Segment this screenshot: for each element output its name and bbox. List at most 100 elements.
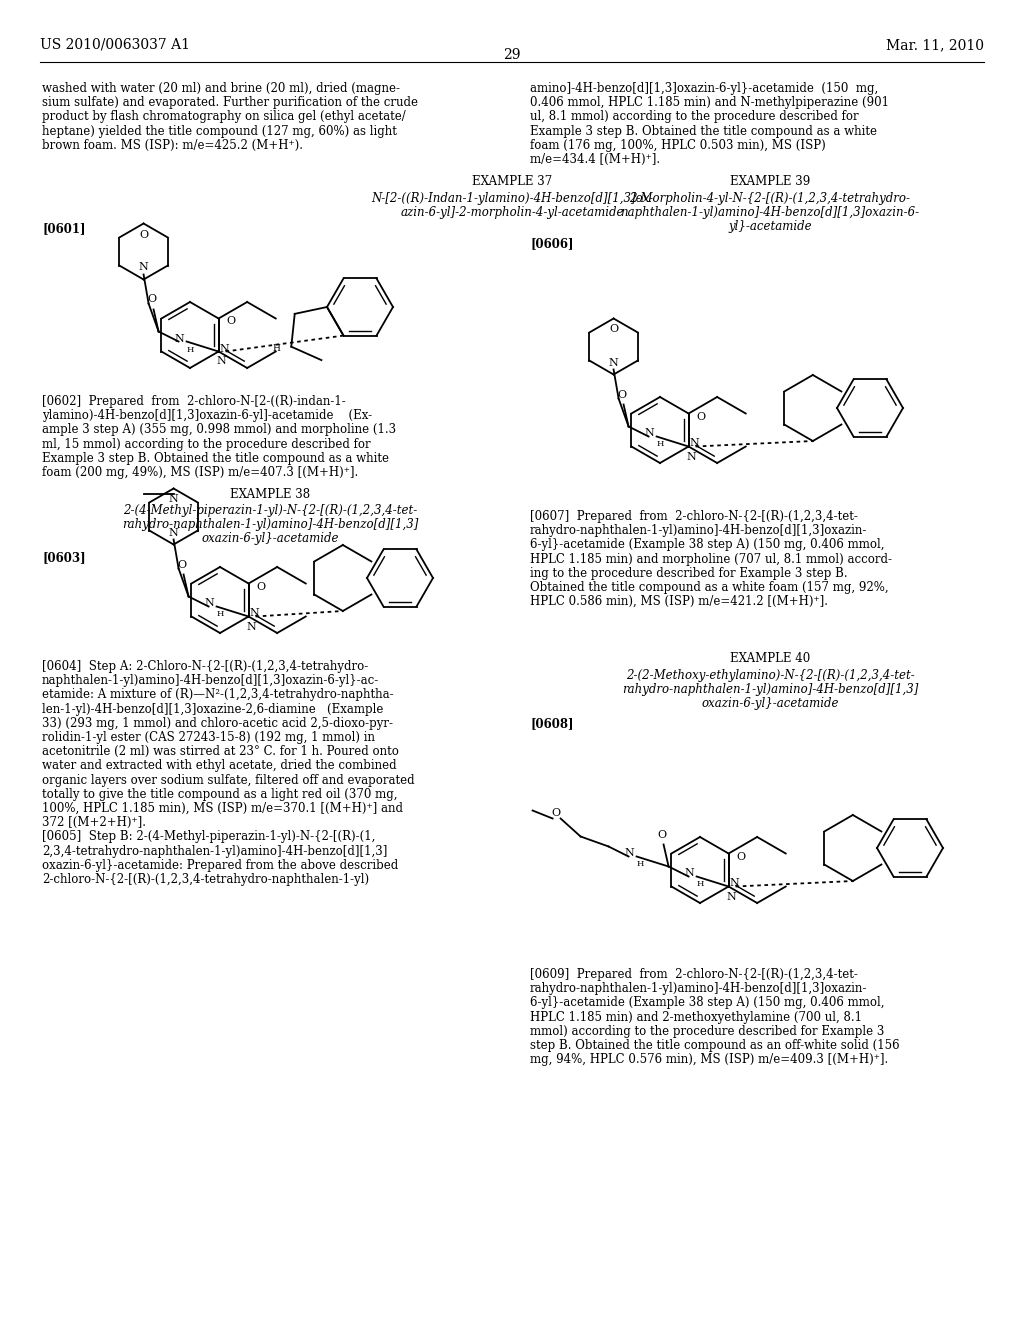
Text: N: N — [730, 879, 739, 888]
Text: naphthalen-1-yl)amino]-4H-benzo[d][1,3]oxazin-6-yl}-ac-: naphthalen-1-yl)amino]-4H-benzo[d][1,3]o… — [42, 675, 379, 688]
Text: mg, 94%, HPLC 0.576 min), MS (ISP) m/e=409.3 [(M+H)⁺].: mg, 94%, HPLC 0.576 min), MS (ISP) m/e=4… — [530, 1053, 888, 1067]
Text: N: N — [169, 528, 178, 537]
Text: EXAMPLE 38: EXAMPLE 38 — [230, 488, 310, 502]
Text: foam (176 mg, 100%, HPLC 0.503 min), MS (ISP): foam (176 mg, 100%, HPLC 0.503 min), MS … — [530, 139, 825, 152]
Text: Mar. 11, 2010: Mar. 11, 2010 — [886, 38, 984, 51]
Text: H: H — [187, 346, 195, 354]
Text: 2,3,4-tetrahydro-naphthalen-1-yl)amino]-4H-benzo[d][1,3]: 2,3,4-tetrahydro-naphthalen-1-yl)amino]-… — [42, 845, 387, 858]
Text: ample 3 step A) (355 mg, 0.998 mmol) and morpholine (1.3: ample 3 step A) (355 mg, 0.998 mmol) and… — [42, 424, 396, 437]
Text: oxazin-6-yl}-acetamide: oxazin-6-yl}-acetamide — [701, 697, 839, 710]
Text: [0604]  Step A: 2-Chloro-N-{2-[(R)-(1,2,3,4-tetrahydro-: [0604] Step A: 2-Chloro-N-{2-[(R)-(1,2,3… — [42, 660, 369, 673]
Text: [0605]  Step B: 2-(4-Methyl-piperazin-1-yl)-N-{2-[(R)-(1,: [0605] Step B: 2-(4-Methyl-piperazin-1-y… — [42, 830, 376, 843]
Text: O: O — [256, 582, 265, 591]
Text: ing to the procedure described for Example 3 step B.: ing to the procedure described for Examp… — [530, 566, 848, 579]
Text: US 2010/0063037 A1: US 2010/0063037 A1 — [40, 38, 190, 51]
Text: 2-(4-Methyl-piperazin-1-yl)-N-{2-[(R)-(1,2,3,4-tet-: 2-(4-Methyl-piperazin-1-yl)-N-{2-[(R)-(1… — [123, 504, 417, 517]
Text: N: N — [608, 358, 618, 367]
Text: Obtained the title compound as a white foam (157 mg, 92%,: Obtained the title compound as a white f… — [530, 581, 889, 594]
Text: HPLC 1.185 min) and morpholine (707 ul, 8.1 mmol) accord-: HPLC 1.185 min) and morpholine (707 ul, … — [530, 553, 892, 565]
Text: step B. Obtained the title compound as an off-white solid (156: step B. Obtained the title compound as a… — [530, 1039, 900, 1052]
Text: N: N — [687, 451, 696, 462]
Text: N-[2-((R)-Indan-1-ylamino)-4H-benzo[d][1,3]ox-: N-[2-((R)-Indan-1-ylamino)-4H-benzo[d][1… — [371, 191, 653, 205]
Text: H: H — [656, 441, 665, 449]
Text: naphthalen-1-yl)amino]-4H-benzo[d][1,3]oxazin-6-: naphthalen-1-yl)amino]-4H-benzo[d][1,3]o… — [621, 206, 920, 219]
Text: etamide: A mixture of (R)—N²-(1,2,3,4-tetrahydro-naphtha-: etamide: A mixture of (R)—N²-(1,2,3,4-te… — [42, 689, 393, 701]
Text: O: O — [657, 829, 667, 840]
Text: 100%, HPLC 1.185 min), MS (ISP) m/e=370.1 [(M+H)⁺] and: 100%, HPLC 1.185 min), MS (ISP) m/e=370.… — [42, 803, 403, 814]
Text: organic layers over sodium sulfate, filtered off and evaporated: organic layers over sodium sulfate, filt… — [42, 774, 415, 787]
Text: O: O — [617, 389, 626, 400]
Text: ul, 8.1 mmol) according to the procedure described for: ul, 8.1 mmol) according to the procedure… — [530, 111, 859, 123]
Text: len-1-yl)-4H-benzo[d][1,3]oxazine-2,6-diamine   (Example: len-1-yl)-4H-benzo[d][1,3]oxazine-2,6-di… — [42, 702, 383, 715]
Text: ylamino)-4H-benzo[d][1,3]oxazin-6-yl]-acetamide    (Ex-: ylamino)-4H-benzo[d][1,3]oxazin-6-yl]-ac… — [42, 409, 372, 422]
Text: 372 [(M+2+H)⁺].: 372 [(M+2+H)⁺]. — [42, 816, 146, 829]
Text: N: N — [727, 891, 736, 902]
Text: 6-yl}-acetamide (Example 38 step A) (150 mg, 0.406 mmol,: 6-yl}-acetamide (Example 38 step A) (150… — [530, 997, 885, 1010]
Text: totally to give the title compound as a light red oil (370 mg,: totally to give the title compound as a … — [42, 788, 397, 801]
Text: [0601]: [0601] — [42, 222, 85, 235]
Text: foam (200 mg, 49%), MS (ISP) m/e=407.3 [(M+H)⁺].: foam (200 mg, 49%), MS (ISP) m/e=407.3 [… — [42, 466, 358, 479]
Text: N: N — [685, 869, 694, 879]
Text: N: N — [645, 429, 654, 438]
Text: mmol) according to the procedure described for Example 3: mmol) according to the procedure describ… — [530, 1024, 885, 1038]
Text: rolidin-1-yl ester (CAS 27243-15-8) (192 mg, 1 mmol) in: rolidin-1-yl ester (CAS 27243-15-8) (192… — [42, 731, 375, 744]
Text: 2-(2-Methoxy-ethylamino)-N-{2-[(R)-(1,2,3,4-tet-: 2-(2-Methoxy-ethylamino)-N-{2-[(R)-(1,2,… — [626, 669, 914, 682]
Text: oxazin-6-yl}-acetamide: Prepared from the above described: oxazin-6-yl}-acetamide: Prepared from th… — [42, 859, 398, 871]
Text: 2-Morpholin-4-yl-N-{2-[(R)-(1,2,3,4-tetrahydro-: 2-Morpholin-4-yl-N-{2-[(R)-(1,2,3,4-tetr… — [630, 191, 910, 205]
Text: HPLC 0.586 min), MS (ISP) m/e=421.2 [(M+H)⁺].: HPLC 0.586 min), MS (ISP) m/e=421.2 [(M+… — [530, 595, 828, 609]
Text: water and extracted with ethyl acetate, dried the combined: water and extracted with ethyl acetate, … — [42, 759, 396, 772]
Text: washed with water (20 ml) and brine (20 ml), dried (magne-: washed with water (20 ml) and brine (20 … — [42, 82, 400, 95]
Text: azin-6-yl]-2-morpholin-4-yl-acetamide: azin-6-yl]-2-morpholin-4-yl-acetamide — [400, 206, 624, 219]
Text: O: O — [696, 412, 706, 421]
Text: 29: 29 — [503, 48, 521, 62]
Text: rahydro-naphthalen-1-yl)amino]-4H-benzo[d][1,3]oxazin-: rahydro-naphthalen-1-yl)amino]-4H-benzo[… — [530, 524, 867, 537]
Text: N: N — [250, 609, 259, 619]
Text: O: O — [139, 230, 148, 239]
Text: O: O — [177, 560, 186, 569]
Text: [0602]  Prepared  from  2-chloro-N-[2-((R)-indan-1-: [0602] Prepared from 2-chloro-N-[2-((R)-… — [42, 395, 346, 408]
Text: acetonitrile (2 ml) was stirred at 23° C. for 1 h. Poured onto: acetonitrile (2 ml) was stirred at 23° C… — [42, 746, 399, 758]
Text: product by flash chromatography on silica gel (ethyl acetate/: product by flash chromatography on silic… — [42, 111, 406, 123]
Text: N: N — [690, 438, 699, 449]
Text: [0607]  Prepared  from  2-chloro-N-{2-[(R)-(1,2,3,4-tet-: [0607] Prepared from 2-chloro-N-{2-[(R)-… — [530, 510, 858, 523]
Text: [0609]  Prepared  from  2-chloro-N-{2-[(R)-(1,2,3,4-tet-: [0609] Prepared from 2-chloro-N-{2-[(R)-… — [530, 968, 858, 981]
Text: O: O — [609, 325, 618, 334]
Text: O: O — [147, 294, 156, 305]
Text: N: N — [205, 598, 214, 609]
Text: m/e=434.4 [(M+H)⁺].: m/e=434.4 [(M+H)⁺]. — [530, 153, 660, 166]
Text: amino]-4H-benzo[d][1,3]oxazin-6-yl}-acetamide  (150  mg,: amino]-4H-benzo[d][1,3]oxazin-6-yl}-acet… — [530, 82, 879, 95]
Text: O: O — [736, 851, 745, 862]
Text: N: N — [220, 343, 229, 354]
Text: H: H — [272, 345, 280, 352]
Text: EXAMPLE 40: EXAMPLE 40 — [730, 652, 810, 665]
Text: EXAMPLE 39: EXAMPLE 39 — [730, 176, 810, 187]
Text: yl}-acetamide: yl}-acetamide — [728, 220, 812, 234]
Text: N: N — [169, 495, 178, 504]
Text: heptane) yielded the title compound (127 mg, 60%) as light: heptane) yielded the title compound (127… — [42, 124, 397, 137]
Text: 2-chloro-N-{2-[(R)-(1,2,3,4-tetrahydro-naphthalen-1-yl): 2-chloro-N-{2-[(R)-(1,2,3,4-tetrahydro-n… — [42, 873, 369, 886]
Text: sium sulfate) and evaporated. Further purification of the crude: sium sulfate) and evaporated. Further pu… — [42, 96, 418, 110]
Text: H: H — [217, 610, 224, 619]
Text: O: O — [551, 808, 560, 817]
Text: ml, 15 mmol) according to the procedure described for: ml, 15 mmol) according to the procedure … — [42, 438, 371, 450]
Text: H: H — [637, 861, 644, 869]
Text: [0603]: [0603] — [42, 550, 86, 564]
Text: 0.406 mmol, HPLC 1.185 min) and N-methylpiperazine (901: 0.406 mmol, HPLC 1.185 min) and N-methyl… — [530, 96, 889, 110]
Text: rahydro-naphthalen-1-yl)amino]-4H-benzo[d][1,3]: rahydro-naphthalen-1-yl)amino]-4H-benzo[… — [622, 684, 919, 696]
Text: [0608]: [0608] — [530, 717, 573, 730]
Text: oxazin-6-yl}-acetamide: oxazin-6-yl}-acetamide — [202, 532, 339, 545]
Text: N: N — [217, 356, 226, 367]
Text: Example 3 step B. Obtained the title compound as a white: Example 3 step B. Obtained the title com… — [42, 451, 389, 465]
Text: rahydro-naphthalen-1-yl)amino]-4H-benzo[d][1,3]oxazin-: rahydro-naphthalen-1-yl)amino]-4H-benzo[… — [530, 982, 867, 995]
Text: Example 3 step B. Obtained the title compound as a white: Example 3 step B. Obtained the title com… — [530, 124, 877, 137]
Text: N: N — [625, 849, 635, 858]
Text: N: N — [138, 263, 148, 272]
Text: EXAMPLE 37: EXAMPLE 37 — [472, 176, 552, 187]
Text: rahydro-naphthalen-1-yl)amino]-4H-benzo[d][1,3]: rahydro-naphthalen-1-yl)amino]-4H-benzo[… — [122, 519, 418, 531]
Text: 33) (293 mg, 1 mmol) and chloro-acetic acid 2,5-dioxo-pyr-: 33) (293 mg, 1 mmol) and chloro-acetic a… — [42, 717, 393, 730]
Text: N: N — [175, 334, 184, 343]
Text: [0606]: [0606] — [530, 238, 573, 249]
Text: H: H — [697, 880, 705, 888]
Text: HPLC 1.185 min) and 2-methoxyethylamine (700 ul, 8.1: HPLC 1.185 min) and 2-methoxyethylamine … — [530, 1011, 862, 1023]
Text: brown foam. MS (ISP): m/e=425.2 (M+H⁺).: brown foam. MS (ISP): m/e=425.2 (M+H⁺). — [42, 139, 303, 152]
